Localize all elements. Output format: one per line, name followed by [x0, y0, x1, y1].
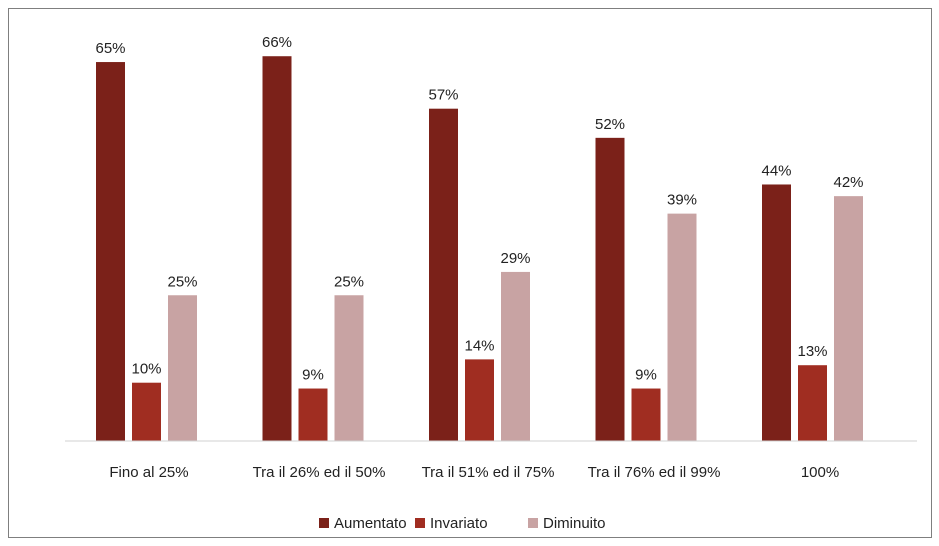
data-label-invariato-0: 10%	[131, 361, 161, 378]
chart-frame: 65% 10% 25% 66% 9% 25% 57% 14% 29% 52% 9% 39% 44% 13%…	[8, 8, 932, 538]
bar-aumentato-2	[429, 108, 458, 441]
data-label-aumentato-4: 44%	[761, 162, 791, 179]
bar-diminuito-0	[168, 295, 197, 441]
legend-swatch-aumentato	[319, 518, 329, 528]
data-label-diminuito-2: 29%	[500, 250, 530, 267]
bar-chart: 65% 10% 25% 66% 9% 25% 57% 14% 29% 52% 9% 39% 44% 13%…	[65, 34, 917, 532]
bar-aumentato-1	[262, 56, 292, 441]
bar-diminuito-3	[667, 213, 697, 441]
category-label-3: Tra il 76% ed il 99%	[588, 464, 721, 481]
legend-label-invariato: Invariato	[430, 515, 488, 532]
bar-invariato-1	[298, 388, 328, 441]
bar-invariato-0	[132, 382, 161, 441]
category-label-1: Tra il 26% ed il 50%	[253, 464, 386, 481]
bar-diminuito-4	[834, 196, 863, 441]
legend-label-aumentato: Aumentato	[334, 515, 407, 532]
legend-swatch-invariato	[415, 518, 425, 528]
bar-diminuito-1	[334, 295, 364, 441]
data-label-aumentato-3: 52%	[595, 116, 625, 133]
bar-invariato-3	[631, 388, 661, 441]
category-label-4: 100%	[801, 464, 839, 481]
category-label-0: Fino al 25%	[109, 464, 188, 481]
bar-invariato-4	[798, 365, 827, 441]
data-label-invariato-2: 14%	[464, 337, 494, 354]
category-label-2: Tra il 51% ed il 75%	[422, 464, 555, 481]
bar-aumentato-0	[96, 62, 125, 442]
data-label-diminuito-3: 39%	[667, 192, 697, 209]
data-label-diminuito-1: 25%	[334, 273, 364, 290]
data-label-aumentato-2: 57%	[428, 87, 458, 104]
bar-aumentato-3	[595, 137, 625, 441]
legend-label-diminuito: Diminuito	[543, 515, 606, 532]
bar-diminuito-2	[501, 271, 530, 441]
bar-aumentato-4	[762, 184, 791, 442]
data-label-diminuito-0: 25%	[167, 273, 197, 290]
data-label-invariato-1: 9%	[302, 367, 324, 384]
data-label-diminuito-4: 42%	[833, 174, 863, 191]
bar-invariato-2	[465, 359, 494, 441]
legend-swatch-diminuito	[528, 518, 538, 528]
data-label-aumentato-1: 66%	[262, 34, 292, 51]
data-label-invariato-4: 13%	[797, 343, 827, 360]
data-label-invariato-3: 9%	[635, 367, 657, 384]
data-label-aumentato-0: 65%	[95, 40, 125, 57]
